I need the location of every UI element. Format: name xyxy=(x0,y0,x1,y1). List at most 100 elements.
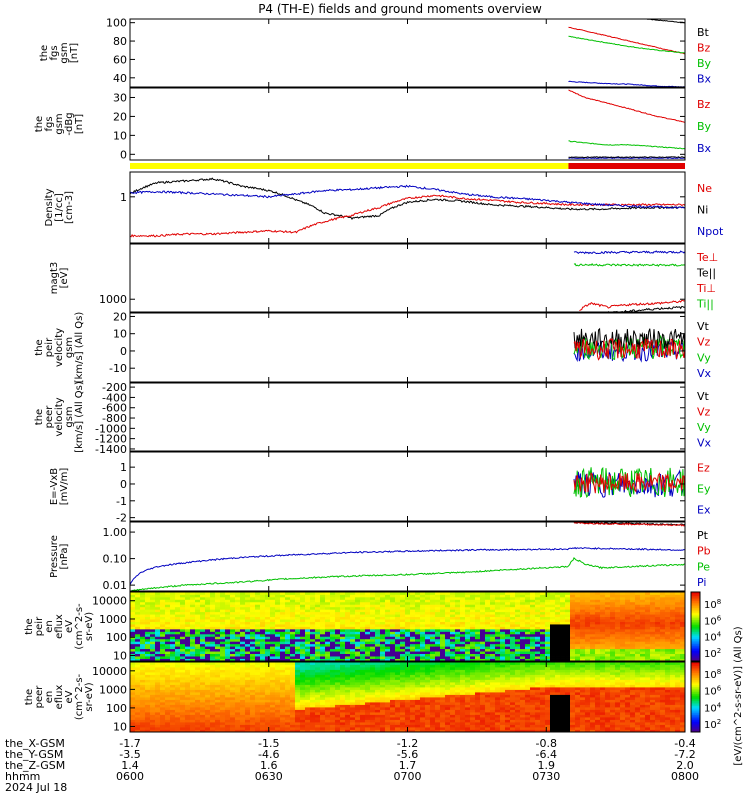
heatmap-cell xyxy=(610,653,616,657)
heatmap-cell xyxy=(355,606,361,610)
heatmap-cell xyxy=(180,596,186,600)
heatmap-cell xyxy=(625,594,631,598)
heatmap-cell xyxy=(470,616,476,620)
heatmap-cell xyxy=(395,628,401,632)
heatmap-cell xyxy=(205,692,211,695)
heatmap-cell xyxy=(185,638,191,642)
heatmap-cell xyxy=(380,707,386,710)
heatmap-cell xyxy=(220,694,226,698)
heatmap-cell xyxy=(135,614,141,618)
heatmap-cell xyxy=(630,604,636,608)
heatmap-cell xyxy=(160,727,166,730)
heatmap-cell xyxy=(625,658,631,662)
heatmap-cell xyxy=(375,592,381,595)
heatmap-cell xyxy=(250,626,256,630)
colorbar-segment xyxy=(691,636,700,639)
heatmap-cell xyxy=(385,636,391,640)
heatmap-cell xyxy=(360,611,366,615)
heatmap-cell xyxy=(390,704,396,708)
heatmap-cell xyxy=(150,638,156,642)
heatmap-cell xyxy=(345,674,351,678)
heatmap-cell xyxy=(330,651,336,654)
heatmap-cell xyxy=(310,646,316,650)
heatmap-cell xyxy=(380,719,386,723)
heatmap-cell xyxy=(380,664,386,668)
heatmap-cell xyxy=(595,648,601,652)
heatmap-cell xyxy=(640,636,646,640)
heatmap-cell xyxy=(325,601,331,605)
heatmap-cell xyxy=(230,601,236,605)
heatmap-cell xyxy=(490,604,496,608)
heatmap-cell xyxy=(625,628,631,632)
heatmap-cell xyxy=(230,694,236,698)
heatmap-cell xyxy=(370,656,376,659)
heatmap-cell xyxy=(505,609,511,613)
heatmap-cell xyxy=(640,619,646,622)
heatmap-cell xyxy=(175,628,181,632)
heatmap-cell xyxy=(425,621,431,625)
ytick-label: 0 xyxy=(120,345,127,358)
heatmap-cell xyxy=(365,631,371,635)
heatmap-cell xyxy=(480,621,486,625)
heatmap-cell xyxy=(615,631,621,635)
heatmap-cell xyxy=(180,638,186,642)
heatmap-cell xyxy=(635,599,641,603)
heatmap-cell xyxy=(175,624,181,627)
heatmap-cell xyxy=(335,633,341,637)
heatmap-cell xyxy=(290,651,296,654)
heatmap-cell xyxy=(295,709,301,713)
heatmap-cell xyxy=(365,682,371,685)
heatmap-cell xyxy=(350,687,356,690)
heatmap-cell xyxy=(180,669,186,673)
heatmap-cell xyxy=(165,599,171,603)
heatmap-cell xyxy=(235,626,241,630)
heatmap-cell xyxy=(315,643,321,647)
heatmap-cell xyxy=(295,611,301,615)
heatmap-cell xyxy=(615,594,621,598)
heatmap-cell xyxy=(255,621,261,625)
heatmap-cell xyxy=(665,641,671,645)
heatmap-cell xyxy=(490,656,496,659)
heatmap-cell xyxy=(670,643,676,647)
heatmap-cell xyxy=(240,609,246,613)
heatmap-cell xyxy=(620,628,626,632)
heatmap-cell xyxy=(430,599,436,603)
heatmap-cell xyxy=(385,707,391,710)
heatmap-cell xyxy=(390,604,396,608)
heatmap-cell xyxy=(295,717,301,720)
heatmap-cell xyxy=(420,619,426,622)
heatmap-cell xyxy=(655,633,661,637)
heatmap-cell xyxy=(470,656,476,659)
heatmap-cell xyxy=(345,609,351,613)
heatmap-cell xyxy=(580,604,586,608)
heatmap-cell xyxy=(225,674,231,678)
heatmap-cell xyxy=(525,653,531,657)
heatmap-cell xyxy=(200,641,206,645)
heatmap-cell xyxy=(320,694,326,698)
heatmap-cell xyxy=(430,626,436,630)
heatmap-cell xyxy=(270,638,276,642)
heatmap-cell xyxy=(315,611,321,615)
heatmap-cell xyxy=(235,687,241,690)
heatmap-cell xyxy=(155,638,161,642)
heatmap-cell xyxy=(250,707,256,710)
heatmap-cell xyxy=(380,729,386,733)
heatmap-cell xyxy=(390,624,396,627)
heatmap-cell xyxy=(135,601,141,605)
heatmap-cell xyxy=(370,651,376,654)
heatmap-cell xyxy=(300,677,306,680)
heatmap-cell xyxy=(485,651,491,654)
heatmap-cell xyxy=(620,658,626,662)
heatmap-cell xyxy=(165,719,171,723)
heatmap-cell xyxy=(195,628,201,632)
heatmap-cell xyxy=(630,643,636,647)
heatmap-cell xyxy=(410,621,416,625)
heatmap-cell xyxy=(335,631,341,635)
heatmap-cell xyxy=(370,626,376,630)
heatmap-cell xyxy=(315,702,321,705)
heatmap-cell xyxy=(275,601,281,605)
heatmap-cell xyxy=(535,653,541,657)
heatmap-cell xyxy=(210,626,216,630)
heatmap-cell xyxy=(225,672,231,675)
heatmap-cell xyxy=(470,646,476,650)
